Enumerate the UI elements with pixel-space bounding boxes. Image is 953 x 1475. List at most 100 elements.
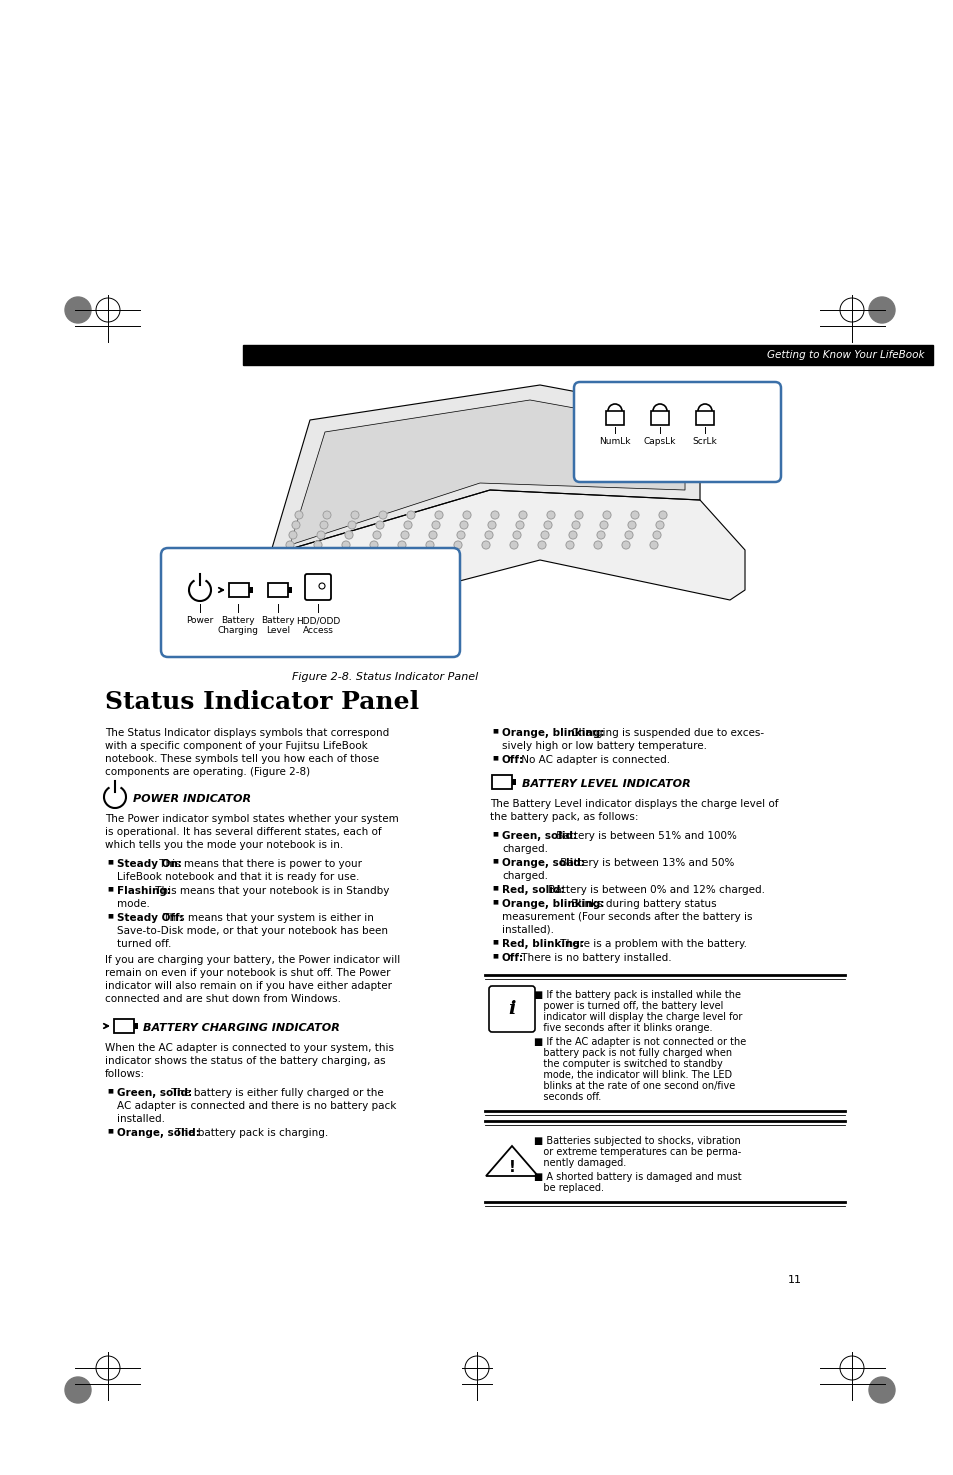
Circle shape (510, 541, 517, 549)
Text: ■: ■ (492, 755, 497, 760)
Text: Flashing:: Flashing: (117, 886, 171, 895)
Circle shape (599, 521, 607, 530)
Circle shape (375, 521, 384, 530)
Circle shape (491, 510, 498, 519)
Circle shape (454, 541, 461, 549)
Circle shape (319, 521, 328, 530)
Circle shape (649, 541, 658, 549)
Circle shape (65, 296, 91, 323)
Circle shape (65, 1378, 91, 1403)
Text: When the AC adapter is connected to your system, this: When the AC adapter is connected to your… (105, 1043, 394, 1053)
Bar (605, 412, 623, 425)
Text: CapsLk: CapsLk (643, 437, 676, 445)
Circle shape (429, 531, 436, 538)
Text: Status Indicator Panel: Status Indicator Panel (105, 690, 418, 714)
Text: five seconds after it blinks orange.: five seconds after it blinks orange. (534, 1024, 712, 1032)
Text: Red, blinking:: Red, blinking: (501, 940, 583, 948)
Circle shape (546, 510, 555, 519)
Text: ■: ■ (107, 913, 112, 917)
Text: ■ A shorted battery is damaged and must: ■ A shorted battery is damaged and must (534, 1173, 740, 1181)
Bar (492, 774, 512, 789)
Text: ■: ■ (492, 953, 497, 957)
Circle shape (513, 531, 520, 538)
Circle shape (432, 521, 439, 530)
Circle shape (868, 296, 894, 323)
Text: Battery is between 0% and 12% charged.: Battery is between 0% and 12% charged. (544, 885, 764, 895)
Text: measurement (Four seconds after the battery is: measurement (Four seconds after the batt… (501, 912, 752, 922)
Text: indicator shows the status of the battery charging, as: indicator shows the status of the batter… (105, 1056, 385, 1066)
Circle shape (403, 521, 412, 530)
Text: Battery is between 51% and 100%: Battery is between 51% and 100% (552, 830, 736, 841)
Bar (229, 583, 249, 597)
Circle shape (627, 521, 636, 530)
Bar (512, 779, 516, 785)
Text: Steady On:: Steady On: (117, 858, 182, 869)
Text: Blinks during battery status: Blinks during battery status (568, 898, 716, 909)
Text: ScrLk: ScrLk (692, 437, 717, 445)
Bar (268, 583, 288, 597)
Circle shape (537, 541, 545, 549)
Text: There is no battery installed.: There is no battery installed. (517, 953, 671, 963)
Text: with a specific component of your Fujitsu LifeBook: with a specific component of your Fujits… (105, 740, 367, 751)
FancyBboxPatch shape (161, 549, 459, 656)
Circle shape (373, 531, 380, 538)
Text: i: i (508, 1000, 516, 1018)
Circle shape (316, 531, 325, 538)
Text: LifeBook notebook and that it is ready for use.: LifeBook notebook and that it is ready f… (117, 872, 359, 882)
Circle shape (565, 541, 574, 549)
Circle shape (397, 541, 406, 549)
Circle shape (540, 531, 548, 538)
Circle shape (481, 541, 490, 549)
Text: the computer is switched to standby: the computer is switched to standby (534, 1059, 722, 1069)
Text: mode, the indicator will blink. The LED: mode, the indicator will blink. The LED (534, 1069, 731, 1080)
Text: ■: ■ (492, 885, 497, 889)
Text: The battery pack is charging.: The battery pack is charging. (172, 1128, 328, 1139)
Circle shape (594, 541, 601, 549)
Text: ■: ■ (107, 1128, 112, 1133)
Circle shape (488, 521, 496, 530)
Circle shape (351, 510, 358, 519)
Circle shape (341, 541, 350, 549)
Text: Orange, blinking:: Orange, blinking: (501, 898, 604, 909)
Circle shape (462, 510, 471, 519)
Text: charged.: charged. (501, 872, 547, 881)
Text: BATTERY CHARGING INDICATOR: BATTERY CHARGING INDICATOR (143, 1024, 339, 1032)
Text: battery pack is not fully charged when: battery pack is not fully charged when (534, 1049, 731, 1058)
Text: or extreme temperatures can be perma-: or extreme temperatures can be perma- (534, 1148, 740, 1156)
Text: charged.: charged. (501, 844, 547, 854)
Text: the battery pack, as follows:: the battery pack, as follows: (490, 813, 638, 822)
Circle shape (292, 521, 299, 530)
Bar (310, 580, 390, 611)
Text: remain on even if your notebook is shut off. The Power: remain on even if your notebook is shut … (105, 968, 390, 978)
Text: The Status Indicator displays symbols that correspond: The Status Indicator displays symbols th… (105, 729, 389, 738)
Circle shape (518, 510, 526, 519)
Text: installed.: installed. (117, 1114, 165, 1124)
Text: Getting to Know Your LifeBook: Getting to Know Your LifeBook (767, 350, 924, 360)
Text: This means that your system is either in: This means that your system is either in (160, 913, 374, 923)
Circle shape (345, 531, 353, 538)
Circle shape (516, 521, 523, 530)
Text: POWER INDICATOR: POWER INDICATOR (132, 794, 251, 804)
Text: ■: ■ (107, 886, 112, 891)
Circle shape (435, 510, 442, 519)
Polygon shape (254, 490, 744, 640)
Circle shape (378, 510, 387, 519)
Circle shape (597, 531, 604, 538)
Circle shape (656, 521, 663, 530)
Text: !: ! (508, 1159, 515, 1174)
Text: ■ Batteries subjected to shocks, vibration: ■ Batteries subjected to shocks, vibrati… (534, 1136, 740, 1146)
FancyBboxPatch shape (574, 382, 781, 482)
Circle shape (602, 510, 610, 519)
Text: blinks at the rate of one second on/five: blinks at the rate of one second on/five (534, 1081, 735, 1092)
Text: follows:: follows: (105, 1069, 145, 1080)
Circle shape (572, 521, 579, 530)
Circle shape (407, 510, 415, 519)
Circle shape (868, 1378, 894, 1403)
Text: AC adapter is connected and there is no battery pack: AC adapter is connected and there is no … (117, 1100, 395, 1111)
Bar (696, 412, 713, 425)
Text: Steady Off:: Steady Off: (117, 913, 184, 923)
Text: ■: ■ (492, 830, 497, 836)
Text: No AC adapter is connected.: No AC adapter is connected. (517, 755, 669, 766)
Circle shape (659, 510, 666, 519)
Text: connected and are shut down from Windows.: connected and are shut down from Windows… (105, 994, 340, 1004)
